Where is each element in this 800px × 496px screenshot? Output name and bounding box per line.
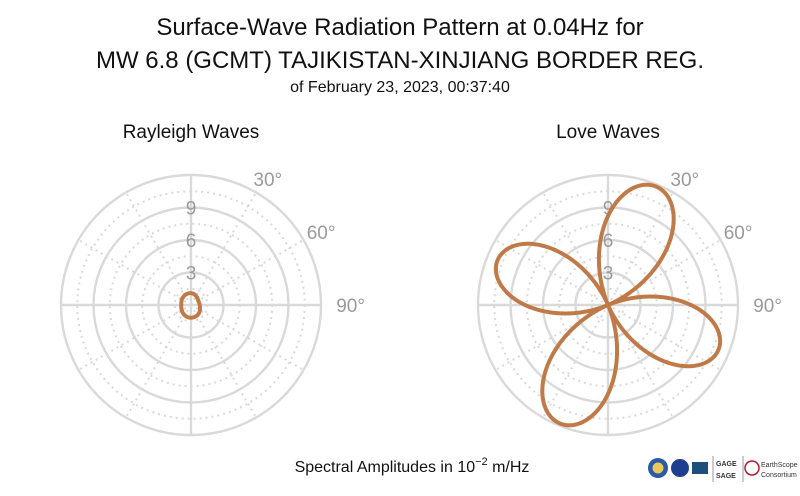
footer-units-exponent: −2 bbox=[475, 456, 488, 468]
minor-spoke bbox=[607, 239, 722, 306]
radiation-pattern-line bbox=[179, 291, 203, 320]
minor-spoke bbox=[125, 304, 192, 419]
gage-logo-text: GAGE bbox=[716, 461, 737, 468]
panel-title: Rayleigh Waves bbox=[123, 122, 260, 143]
figure-subtitle: of February 23, 2023, 00:37:40 bbox=[290, 79, 510, 96]
radial-tick-label: 3 bbox=[186, 264, 197, 285]
angle-tick-label: 90° bbox=[336, 296, 365, 317]
radial-tick-label: 3 bbox=[603, 264, 614, 285]
earthscope-logo-subtext: Consortium bbox=[761, 472, 797, 479]
minor-spoke bbox=[494, 304, 609, 371]
angle-tick-label: 90° bbox=[753, 296, 782, 317]
footer-units-suffix: m/Hz bbox=[488, 459, 530, 476]
figure-title-line2: MW 6.8 (GCMT) TAJIKISTAN-XINJIANG BORDER… bbox=[96, 47, 704, 74]
angle-tick-label: 30° bbox=[253, 170, 282, 191]
nsf-logo-inner-icon bbox=[652, 462, 664, 474]
earthscope-logo-text: EarthScope bbox=[761, 462, 798, 469]
nasa-logo-icon bbox=[671, 459, 689, 477]
love-panel: Love Waves 3 6 9 30° 60° 90° bbox=[476, 122, 782, 437]
figure-title-line1: Surface-Wave Radiation Pattern at 0.04Hz… bbox=[156, 14, 643, 41]
radial-tick-label: 9 bbox=[186, 199, 197, 220]
minor-spoke bbox=[190, 239, 305, 306]
minor-spoke bbox=[125, 191, 192, 306]
minor-spoke bbox=[542, 191, 609, 306]
minor-spoke bbox=[607, 304, 722, 371]
panel-title: Love Waves bbox=[556, 122, 660, 143]
radial-tick-label: 6 bbox=[603, 231, 614, 252]
footer-units-label: Spectral Amplitudes in 10−2 m/Hz bbox=[295, 456, 530, 476]
logo-strip: GAGE SAGE EarthScope Consortium bbox=[648, 456, 798, 482]
minor-spoke bbox=[77, 304, 192, 371]
radial-tick-label: 6 bbox=[186, 231, 197, 252]
radiation-pattern-line bbox=[493, 182, 723, 428]
footer-units-prefix: Spectral Amplitudes in 10 bbox=[295, 459, 476, 476]
minor-spoke bbox=[542, 304, 609, 419]
angle-tick-label: 30° bbox=[670, 170, 699, 191]
angle-tick-label: 60° bbox=[307, 223, 336, 244]
minor-spoke bbox=[190, 304, 257, 419]
angle-tick-label: 60° bbox=[724, 223, 753, 244]
earthscope-logo-icon bbox=[744, 460, 760, 476]
minor-spoke bbox=[190, 304, 305, 371]
rayleigh-panel: Rayleigh Waves 3 6 9 30° 60° 90° bbox=[59, 122, 365, 437]
minor-spoke bbox=[494, 239, 609, 306]
usgs-logo-icon bbox=[692, 462, 708, 474]
sage-logo-text: SAGE bbox=[716, 473, 736, 480]
radial-tick-label: 9 bbox=[603, 199, 614, 220]
minor-spoke bbox=[190, 191, 257, 306]
minor-spoke bbox=[77, 239, 192, 306]
minor-spoke bbox=[607, 304, 674, 419]
minor-spoke bbox=[607, 191, 674, 306]
